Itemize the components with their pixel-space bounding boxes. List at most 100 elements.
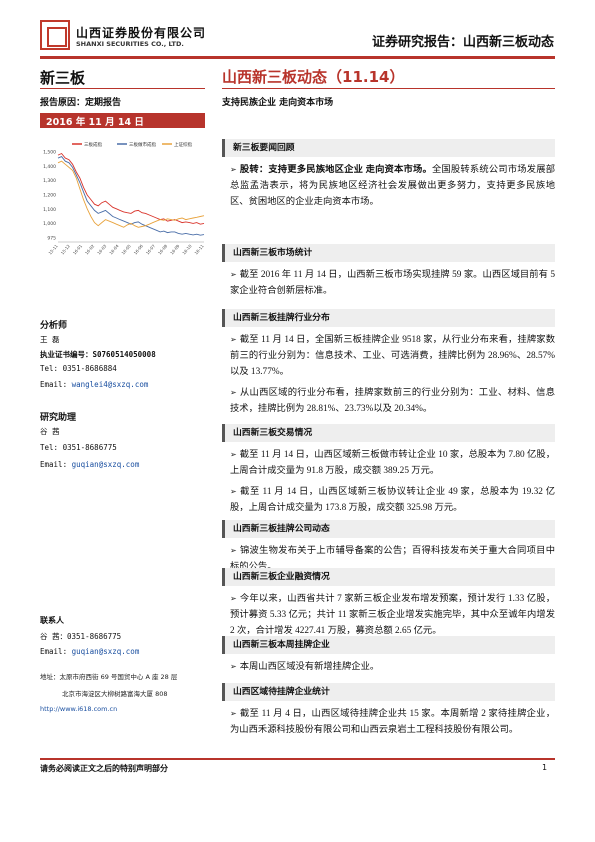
section: 山西新三板挂牌公司动态 ➢ 锦波生物发布关于上市辅导备案的公告；百得科技发布关于重大… [222,520,555,575]
x-tick-label: 16-06 [133,243,145,255]
legend-label: 三板做市成指 [129,141,156,148]
section-paragraph: ➢ 锦波生物发布关于上市辅导备案的公告；百得科技发布关于重大合同项目中标的公告。 [222,543,555,575]
paragraph-text: 从山西区域的行业分布看，挂牌家数前三的行业分别为：工业、材料、信息技术，挂牌比例… [230,388,555,414]
footer-divider [40,758,555,760]
report-header-title: 证券研究报告：山西新三板动态 [371,35,554,50]
y-tick-label: 1,000 [43,221,56,227]
section-heading: 山西新三板市场统计 [222,244,555,262]
section-paragraph: ➢ 截至 2016 年 11 月 14 日，山西新三板市场实现挂牌 59 家。山西… [222,267,555,299]
assistant-tel: Tel: 0351-8686775 [40,443,117,452]
section-heading: 山西新三板挂牌公司动态 [222,520,555,538]
bullet-arrow-icon: ➢ [230,709,237,718]
section-paragraph: ➢ 截至 11 月 14 日，山西区域新三板协议转让企业 49 家，总股本为 19… [222,484,555,516]
bullet-arrow-icon: ➢ [230,546,237,555]
x-tick-label: 16-07 [145,243,157,255]
contact-name-tel: 谷 茜：0351-8686775 [40,632,122,641]
paragraph-text: 截至 2016 年 11 月 14 日，山西新三板市场实现挂牌 59 家。山西区… [230,270,555,296]
paragraph-text: 截至 11 月 4 日，山西区域待挂牌企业共 15 家。本周新增 2 家待挂牌企… [230,709,555,735]
address-label: 地址： [40,673,60,681]
analyst-cert: 执业证书编号：S0760514050008 [40,349,156,360]
report-date: 2016 年 11 月 14 日 [46,117,144,128]
x-tick-label: 16-04 [108,243,120,255]
report-reason: 报告原因：定期报告 [40,98,122,108]
y-tick-label: 975 [47,236,56,242]
paragraph-text: 全国股转系统公司市场发展部总监孟浩表示，将为民族地区经济社会发展做出更多努力，支… [230,165,555,207]
analyst-email-label: Email: [40,380,68,389]
bullet-arrow-icon: ➢ [230,388,237,397]
section-paragraph: ➢ 股转：支持更多民族地区企业 走向资本市场。全国股转系统公司市场发展部总监孟浩表… [222,162,555,210]
series-line [57,156,205,236]
bullet-arrow-icon: ➢ [230,270,237,279]
website-link[interactable]: http://www.i618.com.cn [40,705,118,713]
x-tick-label: 16-02 [84,243,96,255]
company-logo-icon [40,20,70,50]
section-heading: 山西新三板挂牌行业分布 [222,309,555,327]
assistant-name: 谷 茜 [40,427,60,436]
contact-label: 联系人 [40,616,64,625]
assistant-label: 研究助理 [40,413,77,423]
bullet-arrow-icon: ➢ [230,335,237,344]
x-tick-label: 16-03 [96,243,108,255]
y-tick-label: 1,500 [43,150,56,156]
section: 山西新三板本周挂牌企业 ➢ 本周山西区域没有新增挂牌企业。 [222,636,555,675]
analyst-cert-label: 执业证书编号： [40,350,93,359]
section-paragraph: ➢ 截至 11 月 14 日，全国新三板挂牌企业 9518 家，从行业分布来看，挂… [222,332,555,380]
y-tick-label: 1,100 [43,207,56,213]
section-heading: 山西新三板本周挂牌企业 [222,636,555,654]
paragraph-text: 本周山西区域没有新增挂牌企业。 [239,662,380,672]
section-paragraph: ➢ 从山西区域的行业分布看，挂牌家数前三的行业分别为：工业、材料、信息技术，挂牌比… [222,385,555,417]
contact-email-link[interactable]: guqian@sxzq.com [71,647,140,656]
analyst-name: 王 磊 [40,335,60,344]
assistant-email-label: Email: [40,460,68,469]
x-tick-label: 16-10 [181,243,193,255]
bullet-arrow-icon: ➢ [230,594,237,603]
section: 山西新三板挂牌行业分布 ➢ 截至 11 月 14 日，全国新三板挂牌企业 9518 … [222,309,555,417]
x-tick-label: 16-01 [72,243,84,255]
legend-label: 上证综指 [174,141,192,148]
paragraph-text: 截至 11 月 14 日，全国新三板挂牌企业 9518 家，从行业分布来看，挂牌… [230,335,555,377]
section: 山西新三板市场统计 ➢ 截至 2016 年 11 月 14 日，山西新三板市场实现挂… [222,244,555,299]
y-tick-label: 1,200 [43,193,56,199]
paragraph-text: 截至 11 月 14 日，山西区域新三板协议转让企业 49 家，总股本为 19.… [230,487,555,513]
company-name-cn: 山西证券股份有限公司 [76,26,207,40]
contact-email-label: Email: [40,647,68,656]
section-heading: 山西新三板企业融资情况 [222,568,555,586]
y-tick-label: 1,300 [43,178,56,184]
section-paragraph: ➢ 本周山西区域没有新增挂牌企业。 [222,659,555,675]
section-heading: 山西新三板交易情况 [222,424,555,442]
bullet-arrow-icon: ➢ [230,165,237,174]
address-line-2: 北京市海淀区大柳树路富海大厦 808 [62,690,168,698]
assistant-email-row: Email: guqian@sxzq.com [40,460,139,469]
header-divider [40,56,555,59]
x-tick-label: 16-09 [169,243,181,255]
bullet-arrow-icon: ➢ [230,662,237,671]
section-paragraph: ➢ 截至 11 月 14 日，山西区域新三板做市转让企业 10 家，总股本为 7.… [222,447,555,479]
analyst-email-link[interactable]: wanglei4@sxzq.com [71,380,149,389]
section-heading: 新三板要闻回顾 [222,139,555,157]
date-bar: 2016 年 11 月 14 日 [40,113,205,128]
bullet-arrow-icon: ➢ [230,487,237,496]
legend-label: 三板成指 [84,141,102,148]
series-line [57,160,205,228]
analyst-label: 分析师 [40,321,68,331]
y-tick-label: 1,400 [43,164,56,170]
analyst-email-row: Email: wanglei4@sxzq.com [40,380,148,389]
page-number: 1 [542,763,548,772]
section: 新三板要闻回顾 ➢ 股转：支持更多民族地区企业 走向资本市场。全国股转系统公司市场发… [222,139,555,210]
section: 山西区域待挂牌企业统计 ➢ 截至 11 月 4 日，山西区域待挂牌企业共 15 家。… [222,683,555,738]
index-line-chart: 三板成指 三板做市成指 上证综指 1,500 1,400 1,300 1,200 1,100… [43,141,205,256]
series-line [57,152,205,225]
paragraph-text: 锦波生物发布关于上市辅导备案的公告；百得科技发布关于重大合同项目中标的公告。 [230,546,555,572]
left-divider [40,88,205,89]
section: 山西新三板交易情况 ➢ 截至 11 月 14 日，山西区域新三板做市转让企业 10 … [222,424,555,516]
main-subtitle: 支持民族企业 走向资本市场 [222,98,334,108]
paragraph-text: 今年以来，山西省共计 7 家新三板企业发布增发预案，预计发行 1.33 亿股，预… [230,594,555,636]
x-tick-label: 16-05 [120,243,132,255]
x-tick-label: 16-11 [193,243,205,255]
paragraph-lead: 股转：支持更多民族地区企业 走向资本市场。 [239,165,432,175]
assistant-email-link[interactable]: guqian@sxzq.com [71,460,140,469]
section-paragraph: ➢ 截至 11 月 4 日，山西区域待挂牌企业共 15 家。本周新增 2 家待挂牌… [222,706,555,738]
section: 山西新三板企业融资情况 ➢ 今年以来，山西省共计 7 家新三板企业发布增发预案，预计… [222,568,555,639]
section-paragraph: ➢ 今年以来，山西省共计 7 家新三板企业发布增发预案，预计发行 1.33 亿股，… [222,591,555,639]
paragraph-text: 截至 11 月 14 日，山西区域新三板做市转让企业 10 家，总股本为 7.8… [230,450,555,476]
